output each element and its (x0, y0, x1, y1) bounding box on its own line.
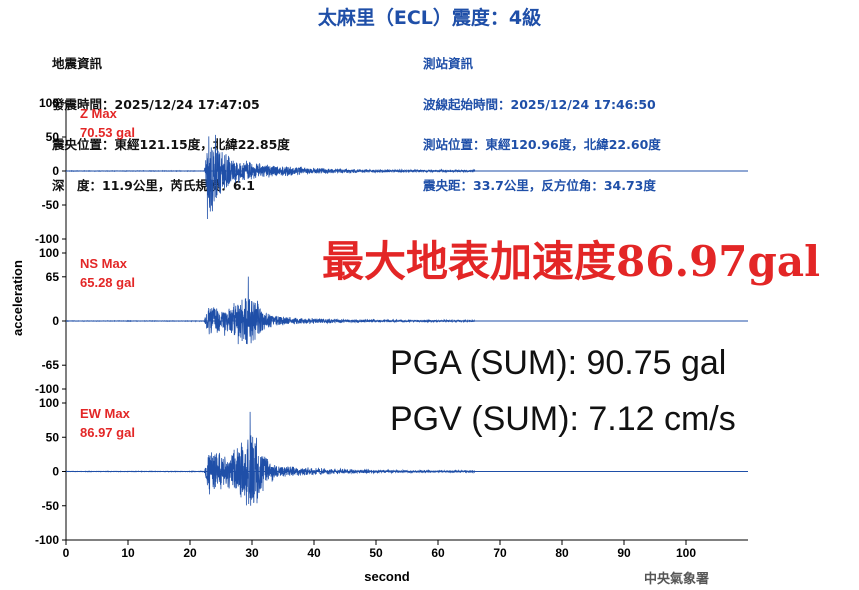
x-tick-label: 10 (121, 546, 135, 560)
quake-info-heading: 地震資訊 (52, 56, 103, 71)
panel-max-value: 70.53 gal (80, 125, 135, 140)
y-tick-label: -100 (35, 533, 59, 547)
pga-sum-overlay: PGA (SUM): 90.75 gal (390, 344, 727, 382)
y-tick-label: -50 (42, 499, 60, 513)
x-tick-label: 100 (676, 546, 696, 560)
y-tick-label: 0 (52, 465, 59, 479)
pga-max-overlay: 最大地表加速度86.97gal (322, 237, 821, 286)
x-tick-label: 50 (369, 546, 383, 560)
y-tick-label: -65 (42, 358, 60, 372)
x-tick-label: 0 (63, 546, 70, 560)
x-axis-title: second (364, 569, 410, 584)
y-tick-label: 65 (46, 270, 60, 284)
y-tick-label: 100 (39, 246, 59, 260)
waveform-trace (65, 411, 476, 506)
station-info-location: 測站位置：東經120.96度，北緯22.60度 (423, 137, 661, 152)
y-tick-label: 0 (52, 164, 59, 178)
station-info-distance: 震央距：33.7公里，反方位角：34.73度 (423, 177, 656, 193)
y-tick-label: 100 (39, 96, 59, 110)
station-info-start-time: 波線起始時間：2025/12/24 17:46:50 (423, 96, 656, 112)
x-tick-label: 40 (307, 546, 321, 560)
panel-max-value: 86.97 gal (80, 425, 135, 440)
x-tick-label: 90 (617, 546, 631, 560)
x-tick-label: 20 (183, 546, 197, 560)
y-tick-label: 50 (46, 130, 60, 144)
y-tick-label: -50 (42, 198, 60, 212)
y-tick-label: 100 (39, 396, 59, 410)
waveform-trace (65, 276, 476, 345)
station-info: 測站資訊 波線起始時間：2025/12/24 17:46:50 測站位置：東經1… (423, 30, 661, 206)
y-tick-label: 0 (52, 314, 59, 328)
x-tick-label: 60 (431, 546, 445, 560)
quake-info-time: 發震時間：2025/12/24 17:47:05 (52, 96, 260, 112)
panel-component-label: EW Max (80, 406, 131, 421)
y-tick-label: -100 (35, 382, 59, 396)
panel-component-label: NS Max (80, 256, 128, 271)
y-tick-label: -100 (35, 232, 59, 246)
panel-max-value: 65.28 gal (80, 275, 135, 290)
agency-credit: 中央氣象署 (644, 572, 710, 587)
y-axis-title: acceleration (10, 260, 25, 336)
quake-info-epicenter: 震央位置：東經121.15度，北緯22.85度 (52, 137, 290, 152)
station-info-heading: 測站資訊 (423, 56, 474, 71)
x-tick-label: 70 (493, 546, 507, 560)
x-tick-label: 30 (245, 546, 259, 560)
y-tick-label: 50 (46, 430, 60, 444)
x-tick-label: 80 (555, 546, 569, 560)
waveform-trace (65, 134, 476, 220)
pgv-sum-overlay: PGV (SUM): 7.12 cm/s (390, 400, 736, 438)
chart-title: 太麻里（ECL）震度：4級 (317, 7, 542, 29)
panel-component-label: Z Max (80, 106, 118, 121)
